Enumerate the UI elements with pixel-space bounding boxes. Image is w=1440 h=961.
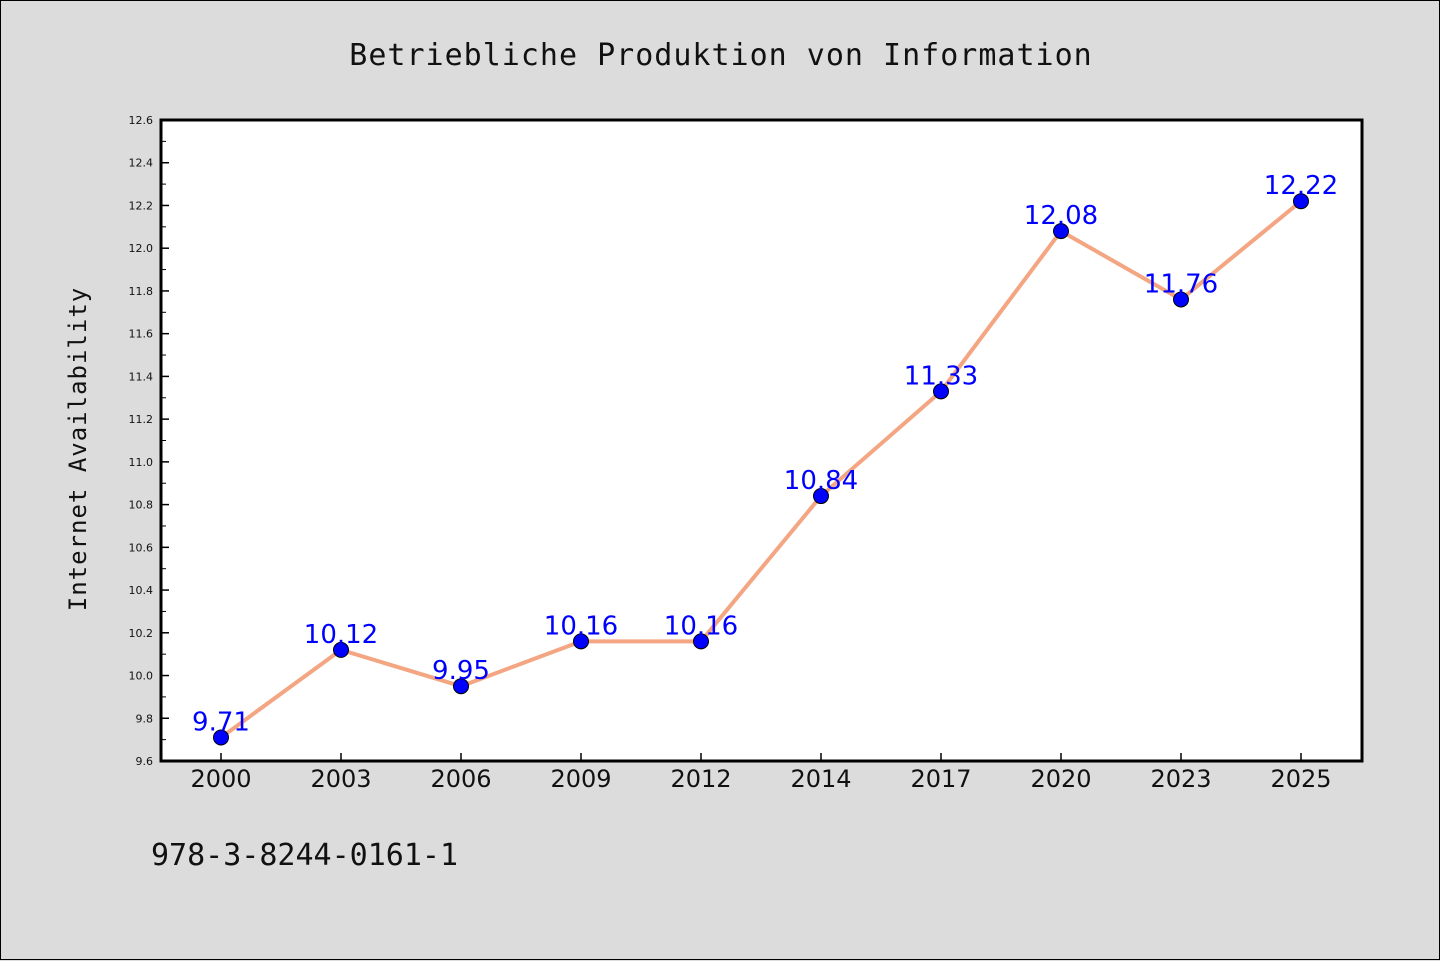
y-tick-label: 9.8: [136, 712, 154, 725]
y-tick-label: 12.4: [129, 157, 154, 170]
y-axis: 9.6 9.8 10.0 10.2 10.4 10.6 10.8 11.0 11.2 11.4 11…: [129, 114, 169, 768]
y-tick-label: 11.2: [129, 413, 154, 426]
data-label: 10.16: [664, 611, 738, 641]
x-tick-label: 2020: [1030, 765, 1091, 793]
y-tick-label: 10.4: [129, 584, 154, 597]
y-tick-label: 11.0: [129, 456, 154, 469]
y-axis-label: Internet Availability: [64, 287, 92, 611]
x-tick-label: 2017: [910, 765, 971, 793]
data-point: [213, 729, 229, 746]
series-line: [219, 199, 1303, 740]
x-tick-label: 2003: [310, 765, 371, 793]
y-tick-label: 11.6: [129, 328, 154, 341]
y-tick-label: 12.0: [129, 242, 154, 255]
data-label: 11.33: [904, 361, 978, 391]
data-label: 10.84: [784, 466, 858, 496]
y-tick-label: 9.6: [136, 755, 154, 768]
data-label: 9.95: [432, 656, 490, 686]
data-label: 9.71: [192, 707, 250, 737]
data-point: [933, 383, 949, 400]
plot-area: [159, 118, 1364, 763]
chart-title: Betriebliche Produktion von Information: [349, 38, 1092, 73]
x-tick-label: 2012: [670, 765, 731, 793]
y-tick-label: 10.2: [129, 627, 154, 640]
y-tick-label: 12.2: [129, 199, 154, 212]
data-point: [333, 641, 349, 658]
x-tick-label: 2023: [1150, 765, 1211, 793]
y-tick-label: 11.4: [129, 370, 154, 383]
y-tick-label: 10.8: [129, 499, 154, 512]
y-tick-label: 12.6: [129, 114, 154, 127]
data-point: [813, 488, 829, 505]
data-point: [453, 678, 469, 695]
data-label: 12.22: [1264, 171, 1338, 201]
footer-isbn: 978-3-8244-0161-1: [151, 838, 458, 873]
y-tick-label: 10.6: [129, 541, 154, 554]
x-axis: 2000 2003 2006 2009 2012 2014 2017 2020 2023 2025: [190, 753, 1332, 793]
data-point: [1173, 291, 1189, 308]
x-tick-label: 2000: [190, 765, 251, 793]
data-point: [573, 633, 589, 650]
data-point: [1053, 223, 1069, 240]
x-tick-label: 2009: [550, 765, 611, 793]
series-layer: 9.71 10.12 9.95 10.16 10.16 10.84 11.33 12.08 11…: [192, 171, 1338, 746]
data-point: [693, 633, 709, 650]
x-tick-label: 2006: [430, 765, 491, 793]
data-label: 10.16: [544, 611, 618, 641]
y-tick-label: 10.0: [129, 670, 154, 683]
data-label: 10.12: [304, 620, 378, 650]
x-tick-label: 2025: [1270, 765, 1331, 793]
x-tick-label: 2014: [790, 765, 851, 793]
data-label: 11.76: [1144, 269, 1218, 299]
data-point: [1293, 193, 1309, 210]
y-tick-label: 11.8: [129, 285, 154, 298]
data-label: 12.08: [1024, 201, 1098, 231]
